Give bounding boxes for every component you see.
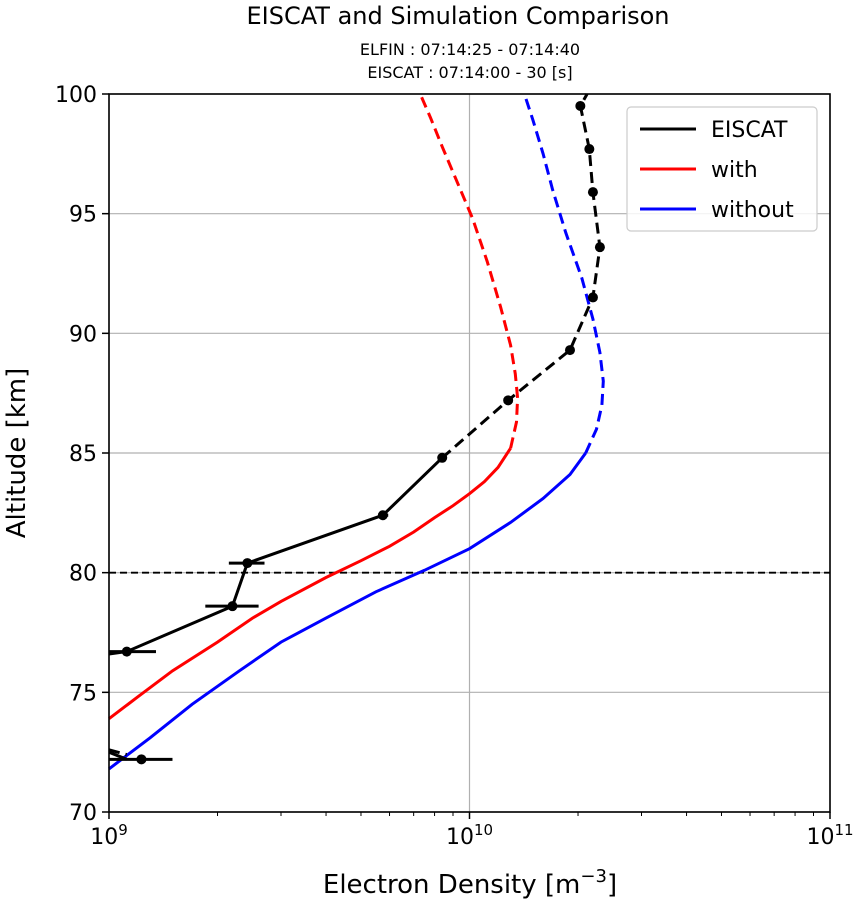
eiscat-data-point <box>564 345 575 356</box>
eiscat-data-point <box>121 646 132 657</box>
y-tick-label: 100 <box>55 83 97 108</box>
x-axis-label-exponent: −3 <box>580 866 607 887</box>
legend-label-with: with <box>711 158 758 183</box>
chart-subtitle-line-1: ELFIN : 07:14:25 - 07:14:40 <box>360 40 580 59</box>
eiscat-data-point <box>575 100 586 111</box>
eiscat-data-point <box>587 187 598 198</box>
legend-label-without: without <box>711 198 794 223</box>
x-axis-label: Electron Density [m−3] <box>323 866 617 900</box>
y-tick-label: 70 <box>69 801 97 826</box>
y-axis-label: Altitude [km] <box>2 368 32 539</box>
tick-layer: 70 75 80 85 90 95 100 109 1010 1011 <box>55 83 854 850</box>
y-tick-label: 95 <box>69 203 97 228</box>
eiscat-data-point <box>437 452 448 463</box>
eiscat-data-point <box>227 601 238 612</box>
x-tick-label: 1011 <box>806 821 853 850</box>
x-tick-label: 109 <box>90 821 128 850</box>
eiscat-data-point <box>136 754 147 765</box>
y-tick-label: 90 <box>69 322 97 347</box>
y-tick-label: 85 <box>69 442 97 467</box>
y-tick-label: 75 <box>69 681 97 706</box>
chart-title: EISCAT and Simulation Comparison <box>246 2 669 30</box>
eiscat-data-point <box>587 292 598 303</box>
eiscat-data-point <box>584 144 595 155</box>
series-EISCAT-dashed-line <box>441 93 602 459</box>
chart-subtitle-line-2: EISCAT : 07:14:00 - 30 [s] <box>367 63 572 82</box>
legend-label-EISCAT: EISCAT <box>711 118 788 143</box>
data-layer <box>108 93 830 771</box>
eiscat-data-point <box>594 242 605 253</box>
series-without-dashed-line <box>522 93 605 454</box>
x-tick-label: 1010 <box>446 821 493 850</box>
series-without-solid-line <box>108 452 587 771</box>
series-with-solid-line <box>108 447 512 720</box>
x-axis-label-text: Electron Density [m <box>323 870 581 900</box>
eiscat-data-point <box>503 395 514 406</box>
eiscat-data-point <box>242 558 253 569</box>
legend-box <box>626 106 818 232</box>
series-EISCAT-dashed-line <box>108 748 128 757</box>
series-EISCAT-solid-line <box>108 456 444 656</box>
x-axis-label-suffix: ] <box>607 870 617 900</box>
legend: EISCAT with without <box>626 106 818 232</box>
eiscat-data-point <box>377 510 388 521</box>
y-tick-label: 80 <box>69 562 97 587</box>
